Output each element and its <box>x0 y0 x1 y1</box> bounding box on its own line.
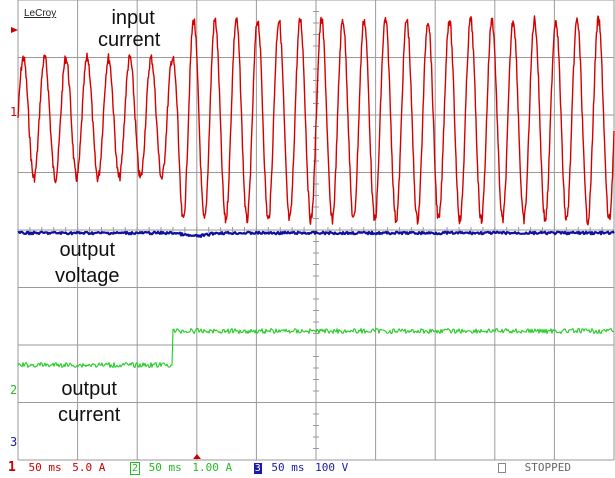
ch2-status-number: 2 <box>129 462 140 475</box>
ch1-status: 1 50 ms 5.0 A <box>8 460 112 475</box>
output-current-label-line2: current <box>58 404 121 426</box>
ch3-scale: 100 V <box>315 461 349 474</box>
ch3-marker: 3 <box>10 435 17 449</box>
ch3-output-voltage-trace <box>17 230 615 238</box>
ch1-scale: 5.0 A <box>72 461 106 474</box>
ch1-timebase: 50 ms <box>28 461 62 474</box>
input-current-label-line2: current <box>98 29 161 51</box>
ch2-marker: 2 <box>10 383 17 397</box>
ch3-status-number: 3 <box>252 462 263 475</box>
ch1-marker: 1 <box>10 105 17 119</box>
acquisition-state: STOPPED <box>524 461 571 474</box>
ch3-timebase: 50 ms <box>271 461 305 474</box>
input-current-label: input current <box>98 6 160 52</box>
acquisition-status: STOPPED <box>498 460 571 476</box>
ch2-timebase: 50 ms <box>148 461 182 474</box>
ch3-status: 3 50 ms 100 V <box>252 461 349 475</box>
status-bar: 1 50 ms 5.0 A 2 50 ms 1.00 A 3 50 ms 100… <box>8 460 608 476</box>
ch1-status-number: 1 <box>8 460 16 475</box>
output-current-label-line1: output <box>61 378 117 400</box>
trigger-position-marker <box>193 454 201 459</box>
output-voltage-label-line2: voltage <box>55 265 120 287</box>
input-current-label-line1: input <box>111 7 155 29</box>
trigger-level-marker <box>11 27 18 33</box>
waveform-traces <box>17 15 615 369</box>
ch2-scale: 1.00 A <box>192 461 233 474</box>
brand-logo: LeCroy <box>24 8 56 19</box>
ch2-output-current-trace <box>17 327 615 369</box>
stop-indicator-icon <box>498 463 506 473</box>
output-voltage-label-line1: output <box>59 239 116 261</box>
ch1-input-current-trace <box>17 15 615 226</box>
ch2-status: 2 50 ms 1.00 A <box>129 461 239 475</box>
output-current-label: output current <box>58 377 120 427</box>
output-voltage-label: output voltage <box>55 238 120 288</box>
